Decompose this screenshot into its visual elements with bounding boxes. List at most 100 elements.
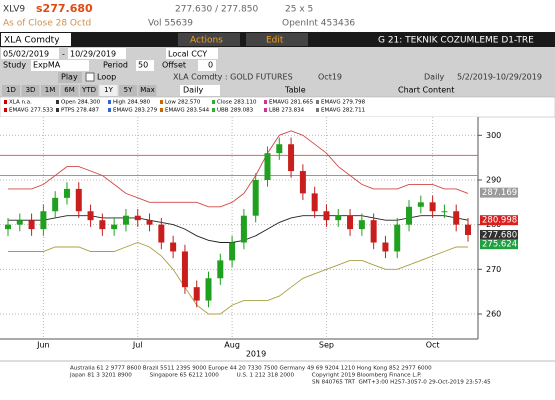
candle-body bbox=[146, 220, 153, 225]
offset-field[interactable] bbox=[198, 60, 216, 71]
candle-body bbox=[158, 224, 165, 243]
candle-body bbox=[441, 211, 448, 213]
legend-swatch bbox=[160, 100, 163, 104]
legend-entry: PTPS 278.487 bbox=[61, 108, 99, 114]
legend-entry: Open 284.300 bbox=[61, 100, 101, 106]
study: ExpMA bbox=[33, 61, 61, 70]
candle-body bbox=[193, 287, 200, 301]
range-button[interactable] bbox=[41, 85, 59, 96]
candle-body bbox=[358, 220, 365, 230]
candle-body bbox=[229, 242, 236, 261]
candle-body bbox=[429, 202, 436, 212]
legend-swatch bbox=[160, 108, 163, 112]
y-tick-label: 300 bbox=[486, 131, 501, 140]
study-line bbox=[8, 130, 469, 208]
play: Play bbox=[61, 73, 78, 82]
volume: Vol 55639 bbox=[148, 19, 193, 29]
range-button[interactable] bbox=[119, 85, 137, 96]
legend-entry: EMAVG 279.798 bbox=[321, 100, 366, 106]
range-label: 1D bbox=[6, 86, 16, 94]
security: XLA Comdty bbox=[4, 36, 60, 46]
price-tag-label: 275.624 bbox=[482, 240, 517, 250]
end-date: 10/29/2019 bbox=[70, 50, 116, 59]
study-label: Study bbox=[3, 61, 26, 70]
legend-swatch bbox=[4, 108, 7, 112]
candle-body bbox=[311, 193, 318, 212]
candle-body bbox=[181, 251, 188, 288]
range-button[interactable] bbox=[138, 85, 157, 96]
period-field[interactable] bbox=[136, 60, 154, 71]
loop-checkbox[interactable] bbox=[85, 72, 95, 82]
legend-entry: UBB 289.083 bbox=[217, 108, 254, 114]
legend-swatch bbox=[108, 100, 111, 104]
legend-entry: LBB 273.834 bbox=[269, 108, 305, 114]
x-tick-label: Jul bbox=[132, 341, 143, 350]
legend-entry: EMAVG 283.544 bbox=[165, 108, 210, 114]
period-select[interactable] bbox=[180, 85, 220, 96]
y-tick-label: 290 bbox=[486, 175, 501, 184]
security-field[interactable] bbox=[1, 33, 71, 46]
candle-body bbox=[323, 211, 330, 221]
y-tick-label: 260 bbox=[486, 309, 501, 318]
legend-swatch bbox=[264, 100, 267, 104]
candle-body bbox=[52, 197, 59, 212]
price-tag-label: 277.680 bbox=[482, 231, 517, 241]
range-label: 6M bbox=[64, 86, 75, 94]
footer-line: Australia 61 2 9777 8600 Brazil 5511 239… bbox=[70, 366, 432, 372]
as-of: As of Close 28 Octd bbox=[3, 19, 91, 29]
price-tag bbox=[480, 187, 518, 198]
range-button[interactable] bbox=[80, 85, 98, 96]
legend-entry: EMAVG 281.665 bbox=[269, 100, 314, 106]
candle-body bbox=[288, 144, 295, 172]
price-tag bbox=[480, 230, 518, 241]
y-tick-label: 270 bbox=[486, 265, 501, 274]
candle-body bbox=[170, 242, 177, 252]
table: Table bbox=[284, 86, 306, 95]
description: XLA Comdty : GOLD FUTURES bbox=[173, 73, 293, 82]
range-button[interactable] bbox=[21, 85, 40, 96]
legend-swatch bbox=[212, 100, 215, 104]
candle-body bbox=[394, 224, 401, 252]
x-axis-label: 2019 bbox=[246, 350, 266, 359]
candle-body bbox=[75, 188, 82, 212]
legend-entry: XLA n.a. bbox=[9, 100, 32, 106]
candle-body bbox=[335, 215, 342, 221]
start-date: 05/02/2019 bbox=[3, 50, 49, 59]
range-button[interactable] bbox=[2, 85, 20, 96]
page-title: G 21: TEKNIK COZUMLEME D1-TRE bbox=[378, 36, 534, 46]
candle-body bbox=[370, 220, 377, 243]
quote-bg bbox=[0, 0, 555, 32]
candle-body bbox=[276, 144, 283, 154]
start-field[interactable] bbox=[1, 48, 59, 59]
actions-button[interactable] bbox=[178, 33, 240, 46]
study-field[interactable] bbox=[31, 60, 89, 71]
candle-body bbox=[16, 220, 23, 225]
end-field[interactable] bbox=[68, 48, 126, 59]
edit-button[interactable] bbox=[246, 33, 308, 46]
legend-swatch bbox=[108, 108, 111, 112]
legend-swatch bbox=[316, 108, 319, 112]
candle-body bbox=[299, 171, 306, 194]
candle-body bbox=[465, 224, 471, 236]
price-tag bbox=[480, 215, 518, 226]
ticker: XLV9 bbox=[3, 5, 25, 15]
range-button[interactable] bbox=[60, 85, 79, 96]
legend-entry: EMAVG 283.279 bbox=[113, 108, 158, 114]
legend-entry: High 284.980 bbox=[113, 100, 151, 106]
plot-bg bbox=[0, 117, 478, 339]
x-tick-label: Sep bbox=[319, 341, 334, 350]
legend-swatch bbox=[56, 100, 59, 104]
candle-body bbox=[264, 153, 271, 180]
loop: Loop bbox=[97, 73, 116, 82]
candle-body bbox=[122, 215, 129, 225]
currency-field[interactable] bbox=[166, 48, 218, 59]
candle-body bbox=[63, 188, 70, 198]
candle-body bbox=[87, 211, 94, 221]
legend-swatch bbox=[316, 100, 319, 104]
range-button[interactable] bbox=[99, 85, 118, 96]
offset-label: Offset bbox=[162, 61, 186, 70]
play-button[interactable] bbox=[58, 72, 82, 83]
range-label: 5Y bbox=[124, 86, 133, 94]
footer-line: Japan 81 3 3201 8900 Singapore 65 6212 1… bbox=[69, 373, 422, 379]
